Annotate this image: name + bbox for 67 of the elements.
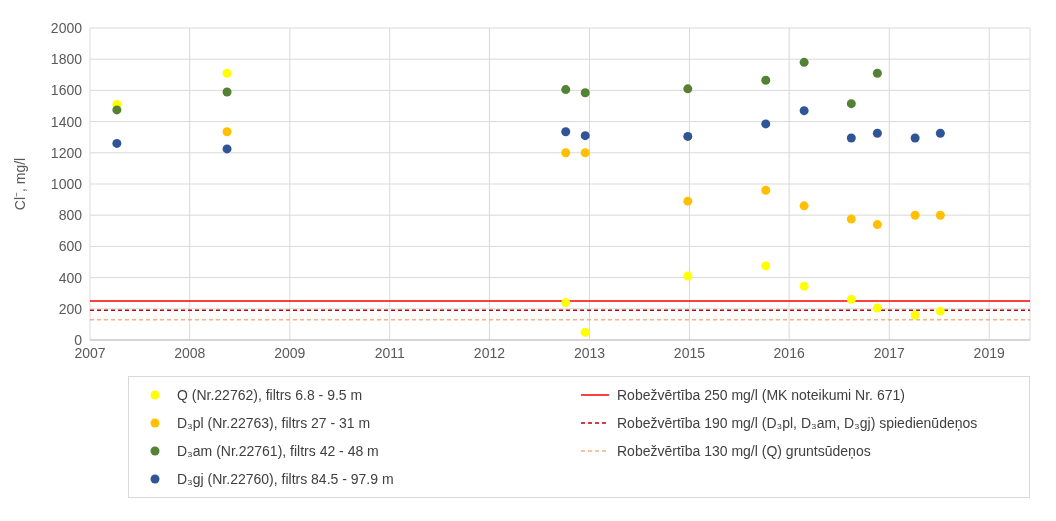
- x-tick-label: 2012: [473, 344, 506, 361]
- y-tick-label: 1000: [50, 175, 83, 192]
- point: [872, 128, 882, 138]
- point: [112, 105, 122, 115]
- x-tick-label: 2013: [573, 344, 606, 361]
- point: [761, 119, 771, 129]
- y-tick-label: 800: [58, 207, 83, 224]
- y-tick-label: 1200: [50, 144, 83, 161]
- point: [799, 106, 809, 116]
- point: [799, 57, 809, 67]
- point: [580, 148, 590, 158]
- y-tick-label: 600: [58, 238, 83, 255]
- y-tick-label: 400: [58, 269, 83, 286]
- legend-label: D₃pl (Nr.22763), filtrs 27 - 31 m: [177, 415, 371, 431]
- point: [935, 210, 945, 220]
- point: [935, 128, 945, 138]
- point: [872, 303, 882, 313]
- legend-label: Robežvērtība 190 mg/l (D₃pl, D₃am, D₃gj) spiedienūdeņos: [617, 415, 978, 431]
- point: [872, 220, 882, 230]
- point: [561, 127, 571, 137]
- point: [222, 87, 232, 97]
- point: [846, 99, 856, 109]
- point: [910, 210, 920, 220]
- point: [580, 88, 590, 98]
- y-axis-title: Cl⁻, mg/l: [11, 157, 28, 211]
- point: [799, 201, 809, 211]
- point: [910, 133, 920, 143]
- point: [683, 196, 693, 206]
- y-tick-label: 1600: [50, 82, 83, 99]
- point: [761, 185, 771, 195]
- point: [561, 298, 571, 308]
- point: [846, 133, 856, 143]
- x-tick-label: 2008: [174, 344, 206, 361]
- x-tick-label: 2019: [973, 344, 1005, 361]
- x-tick-label: 2009: [274, 344, 306, 361]
- point: [683, 131, 693, 141]
- y-tick-label: 1800: [50, 51, 83, 68]
- point: [872, 68, 882, 78]
- point: [799, 281, 809, 291]
- point: [580, 131, 590, 141]
- point: [222, 127, 232, 137]
- y-tick-label: 2000: [50, 19, 83, 36]
- x-tick-label: 2017: [873, 344, 906, 361]
- x-tick-label: 2011: [374, 344, 405, 361]
- point: [561, 148, 571, 158]
- point: [846, 214, 856, 224]
- point: [761, 75, 771, 85]
- point: [761, 261, 771, 271]
- y-tick-label: 1400: [50, 113, 83, 130]
- point: [935, 306, 945, 316]
- x-tick-label: 2016: [773, 344, 805, 361]
- legend-label: Robežvērtība 130 mg/l (Q) gruntsūdeņos: [617, 443, 871, 459]
- legend-label: D₃am (Nr.22761), filtrs 42 - 48 m: [177, 443, 379, 459]
- point: [222, 68, 232, 78]
- point: [222, 144, 232, 154]
- point: [561, 85, 571, 95]
- x-tick-label: 2015: [673, 344, 706, 361]
- legend-label: D₃gj (Nr.22760), filtrs 84.5 - 97.9 m: [177, 471, 394, 487]
- point: [112, 138, 122, 148]
- point: [683, 84, 693, 94]
- point: [580, 327, 590, 337]
- point: [683, 271, 693, 281]
- legend-label: Robežvērtība 250 mg/l (MK noteikumi Nr. 671): [617, 387, 905, 403]
- legend-label: Q (Nr.22762), filtrs 6.8 - 9.5 m: [177, 387, 363, 403]
- point: [846, 294, 856, 304]
- point: [910, 310, 920, 320]
- y-tick-label: 200: [58, 300, 83, 317]
